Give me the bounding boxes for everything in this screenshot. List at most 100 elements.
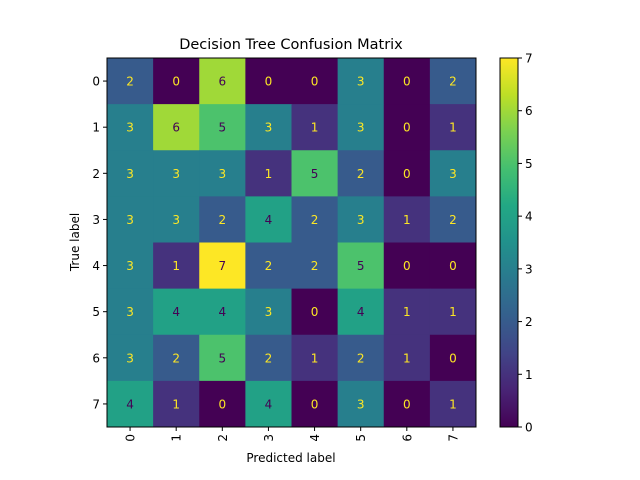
- colorbar-tick-label: 2: [525, 315, 533, 329]
- heatmap-cell: [153, 150, 200, 197]
- heatmap-cell: [429, 150, 477, 197]
- cell-value-label: 3: [449, 167, 457, 181]
- cell-value-label: 0: [311, 305, 319, 319]
- x-axis-label: Predicted label: [246, 451, 335, 465]
- heatmap-cell: [291, 104, 339, 151]
- cell-value-label: 3: [357, 213, 365, 227]
- cell-value-label: 3: [126, 167, 134, 181]
- cell-value-label: 2: [265, 259, 273, 273]
- cell-value-label: 1: [172, 259, 180, 273]
- cell-value-label: 0: [449, 259, 457, 273]
- cell-value-label: 6: [218, 75, 226, 89]
- heatmap-cell: [291, 150, 339, 197]
- y-tick-label: 3: [92, 213, 100, 227]
- cell-value-label: 2: [265, 351, 273, 365]
- plot-frame: [106, 57, 477, 428]
- heatmap-cell: [337, 58, 385, 105]
- heatmap-cell: [429, 242, 477, 290]
- colorbar-tick-label: 4: [525, 210, 533, 224]
- heatmap-cell: [429, 380, 477, 428]
- heatmap-cell: [429, 104, 477, 151]
- heatmap-cell: [337, 334, 385, 382]
- cell-value-label: 2: [449, 213, 457, 227]
- colorbar-tick-label: 5: [525, 157, 533, 171]
- cell-value-label: 2: [218, 213, 226, 227]
- heatmap-cell: [429, 196, 477, 243]
- heatmap-cell: [107, 58, 154, 105]
- heatmap-cells: [107, 58, 477, 428]
- heatmap-cell: [153, 104, 200, 151]
- cell-value-label: 2: [357, 167, 365, 181]
- cell-value-label: 4: [265, 397, 273, 411]
- heatmap-cell: [383, 334, 431, 382]
- heatmap-cell: [383, 288, 431, 336]
- cell-value-label: 3: [357, 75, 365, 89]
- cell-value-label: 0: [265, 75, 273, 89]
- heatmap-cell: [199, 58, 246, 105]
- cell-value-label: 6: [172, 121, 180, 135]
- colorbar-tick-label: 0: [525, 421, 533, 435]
- cell-value-label: 3: [172, 213, 180, 227]
- x-tick-label: 4: [308, 434, 322, 442]
- y-tick-label: 4: [92, 259, 100, 273]
- cell-value-label: 0: [403, 397, 411, 411]
- heatmap-cell: [107, 242, 154, 290]
- x-tick-label: 5: [354, 434, 368, 442]
- heatmap-cell: [107, 334, 154, 382]
- heatmap-cell: [245, 242, 292, 290]
- colorbar-tick-label: 6: [525, 104, 533, 118]
- cell-value-label: 4: [126, 397, 134, 411]
- heatmap-cell: [107, 104, 154, 151]
- cell-value-label: 0: [172, 75, 180, 89]
- cell-value-label: 0: [403, 121, 411, 135]
- heatmap-cell: [337, 288, 385, 336]
- y-tick-label: 7: [92, 397, 100, 411]
- cell-value-label: 0: [403, 75, 411, 89]
- heatmap-cell: [153, 242, 200, 290]
- heatmap-cell: [383, 58, 431, 105]
- cell-value-label: 2: [311, 259, 319, 273]
- heatmap-cell: [199, 380, 246, 428]
- heatmap-cell: [153, 58, 200, 105]
- heatmap-cell: [383, 242, 431, 290]
- heatmap-cell: [337, 196, 385, 243]
- cell-value-label: 3: [126, 305, 134, 319]
- heatmap-cell: [199, 242, 246, 290]
- cell-value-label: 4: [265, 213, 273, 227]
- heatmap-cell: [429, 288, 477, 336]
- cell-value-label: 1: [172, 397, 180, 411]
- x-tick-label: 6: [400, 434, 414, 442]
- heatmap-cell: [107, 150, 154, 197]
- y-tick-label: 0: [92, 75, 100, 89]
- cell-value-label: 3: [218, 167, 226, 181]
- y-tick-label: 1: [92, 121, 100, 135]
- cell-value-label: 0: [311, 75, 319, 89]
- heatmap-cell: [153, 380, 200, 428]
- cell-value-label: 3: [126, 351, 134, 365]
- y-tick-label: 5: [92, 305, 100, 319]
- heatmap-cell: [153, 334, 200, 382]
- cell-value-label: 3: [126, 121, 134, 135]
- cell-value-label: 1: [403, 305, 411, 319]
- cell-value-label: 2: [311, 213, 319, 227]
- y-axis-ticks: 0 1 2 3 4 5 6 7: [92, 75, 107, 411]
- heatmap-cell: [383, 150, 431, 197]
- cell-value-label: 2: [449, 75, 457, 89]
- chart-title: Decision Tree Confusion Matrix: [179, 37, 403, 53]
- heatmap-cell: [245, 288, 292, 336]
- x-axis-ticks: 0 1 2 3 4 5 6 7: [124, 427, 460, 442]
- cell-value-label: 1: [449, 397, 457, 411]
- heatmap-cell: [107, 288, 154, 336]
- cell-value-label: 0: [403, 167, 411, 181]
- heatmap-cell: [199, 104, 246, 151]
- x-tick-label: 1: [170, 434, 184, 442]
- cell-value-label: 2: [172, 351, 180, 365]
- heatmap-cell: [153, 288, 200, 336]
- colorbar-tick-label: 7: [525, 52, 533, 66]
- heatmap-cell: [429, 334, 477, 382]
- colorbar-frame: [499, 57, 519, 428]
- x-tick-label: 0: [124, 434, 138, 442]
- heatmap-cell: [291, 334, 339, 382]
- cell-value-label: 1: [449, 121, 457, 135]
- heatmap-cell: [107, 380, 154, 428]
